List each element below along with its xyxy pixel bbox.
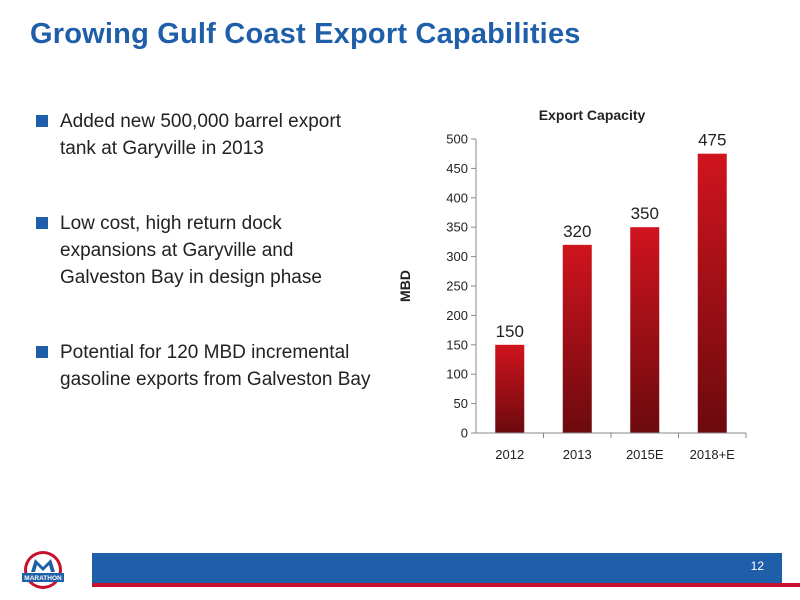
page-number: 12 xyxy=(750,559,764,573)
y-tick-label: 350 xyxy=(446,220,468,235)
bullet-square-icon xyxy=(36,217,48,229)
y-tick-label: 400 xyxy=(446,190,468,205)
bar-2015e xyxy=(630,227,660,433)
data-label: 475 xyxy=(698,131,726,150)
bars: 150 320 350 475 xyxy=(495,131,727,433)
bullet-square-icon xyxy=(36,346,48,358)
y-tick-label: 0 xyxy=(461,426,468,441)
bullet-list: Added new 500,000 barrel export tank at … xyxy=(36,108,376,441)
y-tick-label: 450 xyxy=(446,161,468,176)
chart-title: Export Capacity xyxy=(539,107,646,123)
y-tick-label: 50 xyxy=(454,396,468,411)
x-axis-labels: 2012 2013 2015E 2018+E xyxy=(495,447,735,462)
y-axis-ticks: 0 50 100 150 200 250 300 350 400 450 500 xyxy=(446,132,476,441)
bullet-text: Potential for 120 MBD incremental gasoli… xyxy=(60,342,371,390)
marathon-logo-icon: MARATHON xyxy=(22,551,64,589)
y-tick-label: 250 xyxy=(446,279,468,294)
bar-2018-e xyxy=(697,153,727,433)
y-tick-label: 500 xyxy=(446,132,468,147)
y-tick-label: 300 xyxy=(446,249,468,264)
marathon-logo: MARATHON xyxy=(16,548,74,594)
axes xyxy=(475,139,747,438)
bullet-text: Added new 500,000 barrel export tank at … xyxy=(60,111,341,159)
data-label: 350 xyxy=(631,204,659,223)
bullet-square-icon xyxy=(36,115,48,127)
footer-bar: 12 xyxy=(92,553,782,583)
y-axis-label: MBD xyxy=(397,270,413,302)
bullet-item: Low cost, high return dock expansions at… xyxy=(36,210,376,291)
bullet-item: Added new 500,000 barrel export tank at … xyxy=(36,108,376,162)
x-tick-label: 2013 xyxy=(563,447,592,462)
x-tick-label: 2012 xyxy=(495,447,524,462)
logo-text: MARATHON xyxy=(24,575,62,582)
x-tick-label: 2018+E xyxy=(690,447,736,462)
bullet-text: Low cost, high return dock expansions at… xyxy=(60,213,322,288)
export-capacity-chart: Export Capacity MBD 0 50 100 150 200 250 300 35… xyxy=(397,107,747,462)
data-label: 320 xyxy=(563,222,591,241)
bar-2012 xyxy=(495,344,525,433)
y-tick-label: 200 xyxy=(446,308,468,323)
y-tick-label: 150 xyxy=(446,337,468,352)
data-label: 150 xyxy=(496,322,524,341)
y-tick-label: 100 xyxy=(446,367,468,382)
footer-accent-line xyxy=(92,583,800,587)
x-tick-label: 2015E xyxy=(626,447,664,462)
bullet-item: Potential for 120 MBD incremental gasoli… xyxy=(36,339,376,393)
page-title: Growing Gulf Coast Export Capabilities xyxy=(30,18,581,50)
bar-2013 xyxy=(562,244,592,433)
